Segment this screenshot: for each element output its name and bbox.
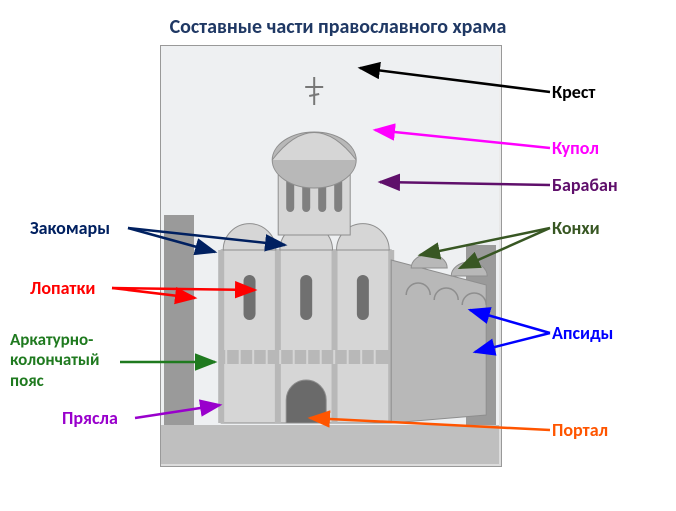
label-konhi: Конхи (552, 218, 600, 240)
label-kupol: Купол (552, 138, 599, 160)
church-photo (160, 45, 502, 467)
label-lopatki: Лопатки (30, 278, 95, 300)
page-title: Составные части православного храма (0, 15, 676, 39)
label-portal: Портал (552, 420, 608, 442)
label-baraban: Барабан (552, 175, 618, 197)
label-apsidy: Апсиды (552, 323, 613, 345)
label-krest: Крест (552, 82, 595, 104)
label-arkat: Аркатурно- колончатый пояс (10, 330, 99, 391)
label-pryasla: Прясла (62, 408, 118, 430)
label-zakomary: Закомары (30, 218, 110, 240)
